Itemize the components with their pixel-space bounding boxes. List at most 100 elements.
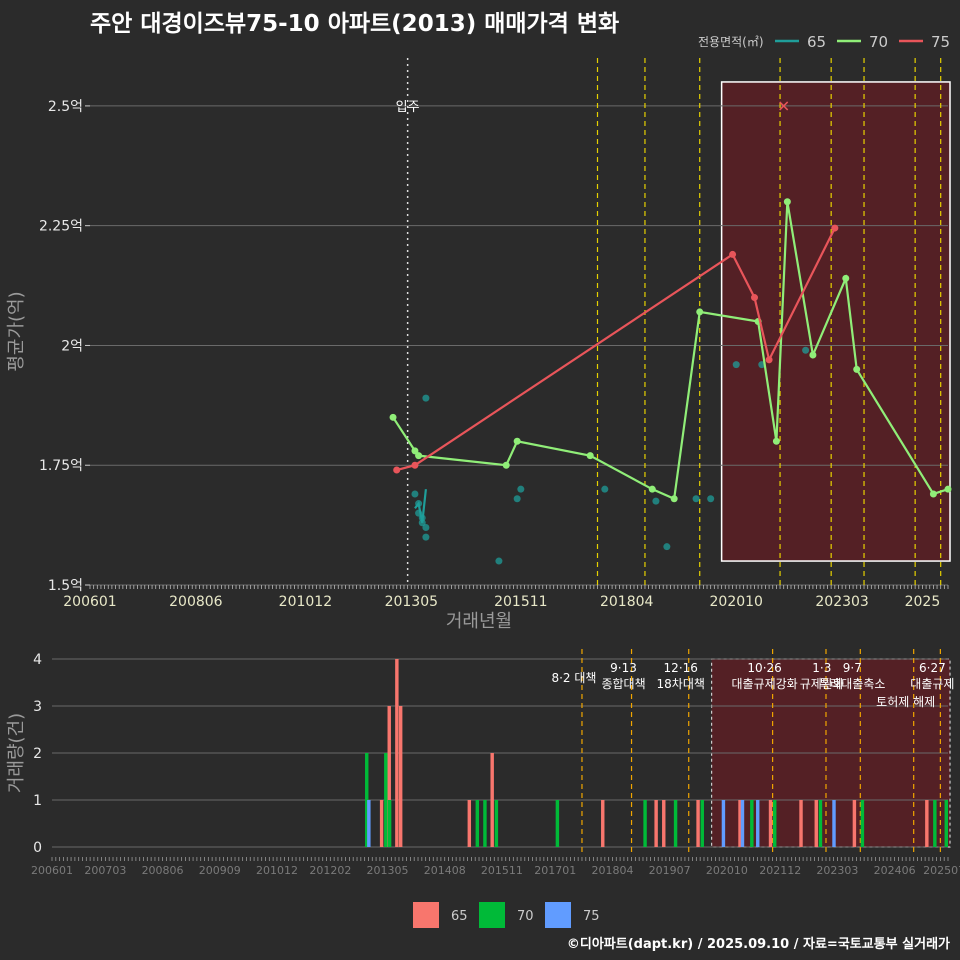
data-point-65 — [495, 557, 503, 565]
legend-swatch-75 — [545, 902, 571, 928]
legend-label-70: 70 — [869, 33, 888, 51]
y-axis-title: 평균가(억) — [6, 291, 27, 371]
volume-bar-65 — [814, 800, 818, 847]
source-credit: ©디아파트(dapt.kr) / 2025.09.10 / 자료=국토교통부 실… — [566, 937, 950, 952]
data-point-70 — [389, 413, 397, 421]
y-tick-label: 1.5억 — [48, 578, 83, 594]
volume-bar-65 — [768, 800, 773, 847]
data-point-70 — [513, 437, 521, 445]
volume-bar-65 — [852, 800, 857, 847]
legend-top: 전용면적(㎡) 65 70 75 — [698, 33, 950, 51]
data-point-65 — [517, 485, 525, 493]
data-point-75 — [729, 250, 737, 258]
data-point-65 — [422, 394, 430, 402]
data-point-70 — [809, 351, 817, 359]
data-point-75 — [750, 294, 758, 302]
volume-bar-65 — [467, 800, 472, 847]
data-point-70 — [944, 485, 952, 493]
legend-swatch-70 — [479, 902, 505, 928]
policy-annotation: 대출규제강화 — [731, 677, 797, 691]
volume-bar-70 — [475, 800, 480, 847]
policy-annotation: 8·2 대책 — [551, 670, 596, 685]
x-axis-title: 거래년월 — [446, 611, 512, 632]
x-tick-label: 202406 — [874, 864, 916, 877]
x-tick-label: 200703 — [84, 864, 126, 877]
volume-bar-70 — [944, 800, 948, 847]
volume-bar-70 — [555, 800, 560, 847]
x-tick-label: 201804 — [591, 864, 633, 877]
data-point-70 — [783, 198, 791, 206]
x-tick-label: 201012 — [279, 594, 332, 610]
cancelled-stroke — [779, 101, 789, 111]
volume-bar-65 — [662, 800, 666, 847]
x-tick-label: 201202 — [309, 864, 351, 877]
policy-annotation: 특례대출축소 — [819, 677, 885, 691]
volume-bar-70 — [772, 800, 777, 847]
chart-title: 주안 대경이즈뷰75-10 아파트(2013) 매매가격 변화 — [90, 11, 620, 37]
x-tick-label: 202010 — [706, 864, 748, 877]
x-tick-label: 200806 — [142, 864, 184, 877]
volume-bar-65 — [799, 800, 803, 847]
policy-annotation: 10·26 — [747, 661, 781, 675]
y-tick-label: 2.5억 — [48, 99, 83, 115]
volume-bar-65 — [601, 800, 605, 847]
y-tick-label: 1 — [33, 793, 42, 809]
x-tick-label: 201305 — [367, 864, 409, 877]
data-point-70 — [842, 274, 850, 282]
data-point-65 — [652, 497, 660, 505]
cancelled-mark-75 — [779, 101, 789, 111]
policy-annotation: 토허제 해제 — [876, 695, 935, 709]
volume-bar-70 — [365, 753, 369, 847]
volume-bar-70 — [750, 800, 754, 847]
y-tick-label: 3 — [33, 699, 42, 715]
x-tick-label: 200601 — [63, 594, 116, 610]
x-tick-label: 201408 — [424, 864, 466, 877]
x-tick-label: 202303 — [816, 864, 858, 877]
policy-annotation: 9·7 — [843, 661, 862, 675]
x-tick-label: 201511 — [481, 864, 523, 877]
volume-bar-70 — [483, 800, 487, 847]
data-point-65 — [707, 495, 715, 503]
volume-bar-70 — [384, 753, 388, 847]
data-point-65 — [411, 490, 419, 498]
x-tick-label: 200909 — [199, 864, 241, 877]
data-point-65 — [513, 495, 521, 503]
policy-annotation: 18차대책 — [657, 676, 705, 691]
legend-label-75: 75 — [583, 909, 600, 924]
volume-bar-70 — [643, 800, 647, 847]
volume-bar-75 — [367, 800, 371, 847]
x-tick-label: 201907 — [649, 864, 691, 877]
data-point-70 — [929, 490, 937, 498]
legend-label-75: 75 — [931, 33, 950, 51]
y-tick-label: 2 — [33, 746, 42, 762]
volume-bar-70 — [933, 800, 937, 847]
data-point-65 — [415, 509, 423, 517]
volume-bar-65 — [696, 800, 700, 847]
volume-bar-75 — [756, 800, 760, 847]
y-tick-label: 1.75억 — [39, 458, 83, 474]
y-tick-label: 0 — [33, 840, 42, 856]
x-tick-label: 201804 — [600, 594, 654, 610]
legend-label-65: 65 — [451, 909, 468, 924]
volume-bar-70 — [700, 800, 704, 847]
price-panel: 1.5억 1.75억 2억 2.25억 2.5억 200601 200806 201012 20… — [6, 58, 952, 632]
x-tick-label: 200806 — [169, 594, 223, 610]
data-point-70 — [772, 437, 780, 445]
volume-bar-70 — [860, 800, 865, 847]
policy-annotation: 6·27 — [919, 661, 946, 675]
data-point-75 — [411, 461, 419, 469]
volume-bar-70 — [494, 800, 499, 847]
volume-bar-70 — [818, 800, 823, 847]
data-point-65 — [692, 495, 700, 503]
volume-bar-65 — [738, 800, 742, 847]
volume-bar-65 — [395, 659, 399, 847]
policy-annotation: 대출규제 — [910, 677, 954, 691]
volume-bar-70 — [673, 800, 678, 847]
y-tick-label: 4 — [33, 652, 42, 668]
data-point-65 — [732, 361, 740, 369]
data-point-70 — [696, 308, 704, 316]
data-point-70 — [411, 447, 419, 455]
y-tick-label: 2.25억 — [39, 219, 83, 235]
x-tick-label: 202010 — [710, 594, 763, 610]
